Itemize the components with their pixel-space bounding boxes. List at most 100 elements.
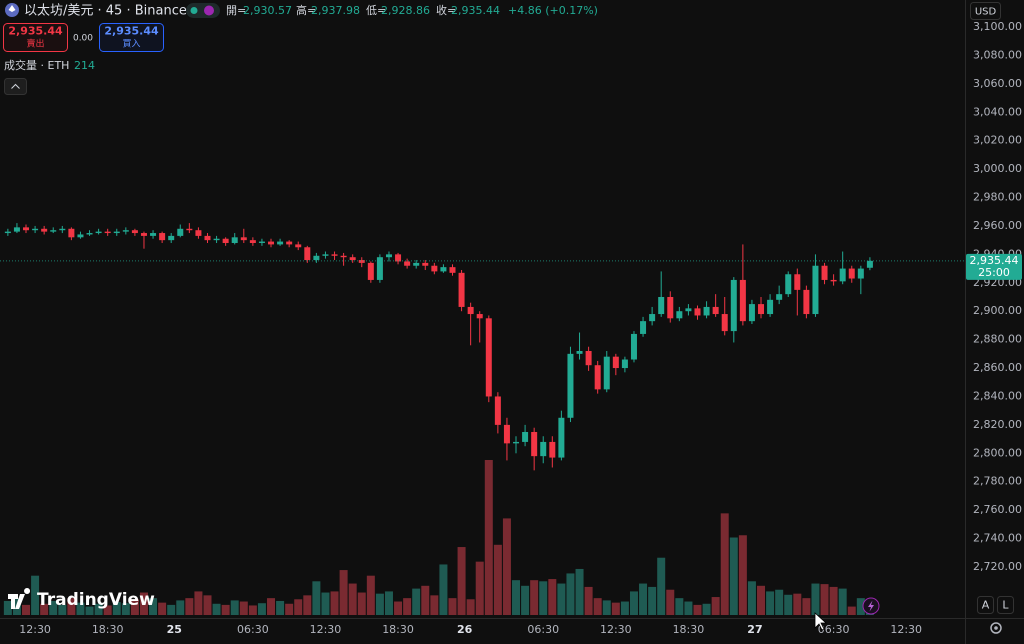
candle-body	[95, 231, 102, 234]
volume-bar	[421, 585, 430, 615]
candle-body	[703, 306, 710, 316]
candle-body	[839, 268, 846, 282]
candle-body	[177, 228, 184, 236]
y-tick-label: 3,080.00	[973, 48, 1022, 61]
open-prefix: 開=	[226, 4, 246, 17]
currency: USD	[975, 7, 997, 18]
candle-body	[358, 260, 365, 263]
auto-scale-label: A	[982, 599, 990, 612]
y-tick-label: 3,000.00	[973, 162, 1022, 175]
candle-body	[576, 350, 583, 354]
high-value: 2,937.98	[311, 4, 360, 17]
candle-body	[286, 241, 293, 245]
candle-body	[23, 227, 30, 231]
eth-glyph	[8, 5, 16, 12]
buy-button[interactable]	[99, 23, 164, 52]
volume-bar	[666, 589, 675, 615]
auto-scale-button[interactable]	[977, 596, 994, 614]
settings-button[interactable]	[990, 622, 1002, 634]
candle-body	[186, 228, 193, 231]
candle-body	[621, 359, 628, 369]
candle-body	[549, 441, 556, 458]
volume-bar	[648, 586, 657, 615]
last-price-label: 2,935.44	[970, 254, 1019, 267]
candle-body	[431, 265, 438, 272]
collapse-button[interactable]	[4, 78, 27, 95]
y-tick-label: 3,040.00	[973, 105, 1022, 118]
volume-bar	[802, 598, 811, 615]
candle-body	[558, 417, 565, 458]
candle-body	[739, 279, 746, 322]
x-tick-label: 12:30	[600, 623, 632, 636]
volume-bar	[185, 598, 194, 615]
candle-body	[531, 431, 538, 457]
candle-body	[340, 255, 347, 258]
symbol[interactable]: 以太坊/美元 · 45 · Binance	[24, 4, 187, 19]
candle-body	[413, 262, 420, 266]
candle-body	[848, 268, 855, 279]
low-prefix: 低=	[366, 4, 386, 17]
data-icon	[204, 5, 214, 16]
x-tick-label: 12:30	[310, 623, 342, 636]
candle-body	[4, 231, 11, 234]
brand[interactable]: TradingView	[37, 590, 155, 610]
candle-body	[268, 241, 275, 245]
candle-body	[131, 230, 138, 234]
x-tick-label: 12:30	[890, 623, 922, 636]
log-scale-button[interactable]	[997, 596, 1014, 614]
currency-button[interactable]	[970, 2, 1001, 20]
candle-body	[367, 262, 374, 280]
volume-bar	[294, 599, 303, 615]
volume-bar	[702, 603, 711, 615]
candle-body	[249, 240, 256, 243]
volume-bar	[58, 604, 67, 615]
candle-body	[866, 260, 873, 268]
volume-bar	[303, 595, 312, 615]
volume-bar	[448, 598, 457, 615]
sell-button[interactable]	[3, 23, 68, 52]
candle-body	[785, 274, 792, 295]
x-tick-label: 27	[747, 623, 762, 636]
y-tick-label: 2,800.00	[973, 446, 1022, 459]
candle-body	[467, 306, 474, 315]
candle-body	[385, 254, 392, 258]
candle-body	[313, 255, 320, 261]
candle-body	[113, 231, 120, 234]
volume-bar	[820, 584, 829, 615]
log-scale-label: L	[1002, 599, 1009, 612]
volume-bar	[639, 583, 648, 615]
volume-bar	[121, 603, 130, 615]
settings-dot	[994, 626, 998, 630]
candle-body	[277, 241, 284, 245]
candle-body	[195, 230, 202, 236]
volume-bar	[321, 592, 330, 615]
change-value: +4.86 (+0.17%)	[508, 4, 598, 17]
candle-body	[50, 230, 57, 232]
candle-body	[240, 237, 247, 241]
candle-body	[77, 234, 84, 238]
volume-bar	[757, 585, 766, 615]
volume-bar	[203, 595, 212, 615]
candle-body	[322, 254, 329, 256]
volume-bar	[103, 605, 112, 615]
candle-body	[349, 257, 356, 261]
volume-bar	[684, 601, 693, 615]
candle-body	[857, 268, 864, 279]
spread: 0.00	[73, 34, 93, 44]
volume-title: 成交量 · ETH	[4, 58, 69, 72]
volume-bar	[330, 591, 339, 615]
volume-bar	[212, 603, 221, 615]
close-value: 2,935.44	[451, 4, 500, 17]
candle-body	[658, 296, 665, 315]
y-tick-label: 2,880.00	[973, 333, 1022, 346]
volume-bar	[611, 602, 620, 615]
volume-bar	[276, 600, 285, 615]
volume-bar	[312, 581, 321, 615]
volume-bar	[539, 581, 548, 615]
candle-body	[422, 262, 429, 266]
volume-bar	[548, 579, 557, 615]
volume-bar	[430, 595, 439, 615]
volume-bar	[475, 561, 484, 615]
